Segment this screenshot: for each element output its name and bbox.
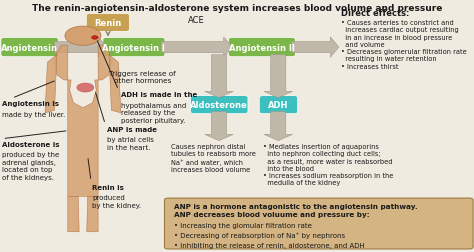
FancyBboxPatch shape	[259, 96, 298, 114]
Polygon shape	[87, 197, 98, 232]
Text: produced
by the kidney.: produced by the kidney.	[92, 195, 142, 208]
Text: Aldosterone is: Aldosterone is	[2, 141, 60, 147]
Polygon shape	[45, 55, 57, 113]
Text: made by the liver.: made by the liver.	[2, 111, 65, 117]
Text: • Inhibiting the release of renin, aldosterone, and ADH: • Inhibiting the release of renin, aldos…	[174, 242, 365, 248]
FancyBboxPatch shape	[1, 38, 58, 57]
Text: Angiotensin I: Angiotensin I	[102, 43, 165, 52]
Polygon shape	[55, 46, 111, 197]
Text: ANP is made: ANP is made	[107, 126, 156, 132]
Text: • Mediates insertion of aquaporins
  into nephron collecting duct cells;
  as a : • Mediates insertion of aquaporins into …	[263, 144, 393, 186]
Text: Angiotensin II: Angiotensin II	[229, 43, 295, 52]
Polygon shape	[161, 38, 232, 58]
Text: Angiotensin: Angiotensin	[1, 43, 58, 52]
Polygon shape	[68, 197, 79, 232]
Text: produced by the
adrenal glands,
located on top
of the kidneys.: produced by the adrenal glands, located …	[2, 152, 60, 180]
Polygon shape	[292, 38, 339, 58]
Text: ACE: ACE	[188, 16, 205, 25]
FancyBboxPatch shape	[103, 38, 165, 57]
Text: hypothalamus and
released by the
posterior pituitary.: hypothalamus and released by the posteri…	[121, 103, 186, 123]
Text: Direct effects:: Direct effects:	[341, 9, 410, 18]
Text: by atrial cells
in the heart.: by atrial cells in the heart.	[107, 137, 154, 150]
Polygon shape	[109, 55, 121, 113]
Text: ADH: ADH	[268, 101, 289, 110]
FancyBboxPatch shape	[164, 198, 473, 249]
Text: The renin-angiotensin-aldosterone system increases blood volume and pressure: The renin-angiotensin-aldosterone system…	[32, 4, 442, 13]
FancyBboxPatch shape	[228, 38, 295, 57]
Text: Aldosterone: Aldosterone	[191, 101, 248, 110]
Text: Renin: Renin	[94, 19, 121, 28]
Text: • Causes arteries to constrict and
  increases cardiac output resulting
  in an : • Causes arteries to constrict and incre…	[341, 20, 467, 70]
Polygon shape	[264, 55, 292, 98]
Text: • Increasing the glomular filtration rate: • Increasing the glomular filtration rat…	[174, 222, 312, 228]
Circle shape	[77, 84, 94, 93]
Text: Causes nephron distal
tubules to reabsorb more
Na⁺ and water, which
increases bl: Causes nephron distal tubules to reabsor…	[171, 144, 255, 172]
Polygon shape	[264, 112, 292, 141]
Circle shape	[65, 27, 101, 46]
Circle shape	[91, 37, 98, 40]
FancyBboxPatch shape	[86, 14, 129, 32]
Text: Renin is: Renin is	[92, 184, 124, 190]
Text: ANP is a hormone antagonistic to the angiotensin pathway.
ANP decreases blood vo: ANP is a hormone antagonistic to the ang…	[174, 203, 418, 217]
Polygon shape	[55, 38, 107, 58]
Text: Angiotensin is: Angiotensin is	[2, 101, 59, 107]
FancyBboxPatch shape	[191, 96, 248, 114]
Text: ADH is made in the: ADH is made in the	[121, 92, 197, 98]
Text: • Decreasing of reabsorption of Na⁺ by nephrons: • Decreasing of reabsorption of Na⁺ by n…	[174, 232, 345, 239]
Polygon shape	[205, 55, 233, 98]
Text: Triggers release of
other hormones: Triggers release of other hormones	[109, 71, 175, 84]
Polygon shape	[205, 112, 233, 141]
